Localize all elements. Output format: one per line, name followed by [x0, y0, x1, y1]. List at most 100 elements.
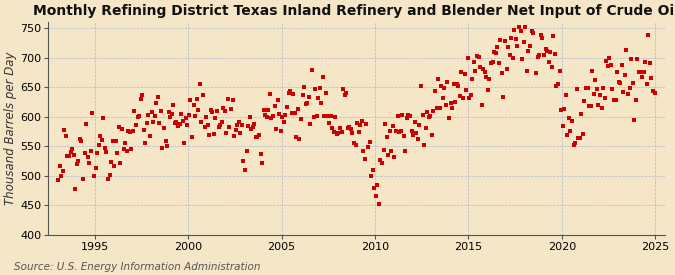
Point [247, 125, 258, 129]
Point [173, 123, 184, 128]
Point [445, 101, 456, 105]
Point [515, 29, 526, 33]
Point [87, 111, 98, 115]
Point [571, 86, 582, 91]
Point [551, 84, 562, 88]
Point [256, 161, 267, 165]
Point [647, 89, 658, 94]
Point [627, 81, 638, 86]
Point [508, 56, 518, 60]
Point [418, 142, 429, 147]
Point [578, 132, 589, 137]
Point [580, 86, 591, 91]
Point [124, 130, 135, 134]
Point [252, 135, 263, 139]
Point [545, 50, 556, 54]
Point [106, 160, 117, 164]
Point [595, 93, 605, 97]
Point [246, 127, 256, 131]
Point [335, 126, 346, 130]
Point [190, 114, 200, 118]
Point [70, 187, 81, 191]
Point [408, 133, 418, 137]
Point [618, 90, 629, 94]
Point [137, 92, 148, 97]
Point [271, 126, 281, 131]
Point [299, 85, 310, 89]
Point [473, 54, 484, 59]
Point [155, 109, 166, 113]
Point [520, 25, 531, 30]
Point [493, 61, 504, 65]
Point [533, 55, 543, 59]
Point [171, 120, 182, 124]
Point [353, 130, 364, 134]
Point [188, 102, 199, 107]
Point [434, 106, 445, 110]
Point [584, 104, 595, 108]
Point [429, 89, 440, 93]
Point [327, 126, 338, 130]
Point [612, 70, 622, 74]
Point [398, 134, 409, 138]
Point [336, 130, 347, 134]
Point [605, 62, 616, 67]
Point [472, 54, 483, 58]
Point [454, 94, 465, 98]
Point [315, 86, 325, 90]
Point [504, 52, 515, 57]
Point [649, 91, 660, 95]
Title: Monthly Refining District Texas Inland Refinery and Blender Net Input of Crude O: Monthly Refining District Texas Inland R… [34, 4, 675, 18]
Point [467, 77, 478, 81]
Point [500, 39, 510, 43]
Point [447, 106, 458, 111]
Point [286, 111, 297, 115]
Point [489, 50, 500, 54]
Point [518, 40, 529, 44]
Point [204, 133, 215, 137]
Point [241, 149, 252, 154]
Point [406, 128, 417, 133]
Point [458, 96, 468, 100]
Point [290, 111, 300, 115]
Point [573, 136, 584, 140]
Point [425, 114, 435, 119]
Point [54, 164, 65, 168]
Point [291, 135, 302, 139]
Point [112, 151, 123, 156]
Point [194, 82, 205, 86]
Point [274, 112, 285, 116]
Point [554, 69, 565, 73]
Point [340, 92, 350, 97]
Point [539, 52, 549, 57]
Point [576, 111, 587, 116]
Point [548, 34, 559, 38]
Point [163, 110, 174, 115]
Point [205, 108, 216, 112]
Point [110, 139, 121, 144]
Point [621, 48, 632, 53]
Point [313, 96, 323, 101]
Point [196, 120, 207, 124]
Point [498, 95, 509, 99]
Point [452, 81, 462, 86]
Point [564, 116, 574, 121]
Point [119, 141, 130, 145]
Point [624, 86, 635, 90]
Point [250, 135, 261, 139]
Point [610, 98, 621, 102]
Point [135, 97, 146, 101]
Point [386, 149, 397, 153]
Point [234, 119, 244, 124]
Point [122, 149, 132, 153]
Point [306, 68, 317, 72]
Point [302, 101, 313, 105]
Point [109, 164, 119, 168]
Point [95, 134, 105, 139]
Point [596, 105, 607, 110]
Point [461, 88, 472, 92]
Point [646, 76, 657, 80]
Point [391, 129, 402, 133]
Point [86, 149, 97, 153]
Point [512, 43, 523, 48]
